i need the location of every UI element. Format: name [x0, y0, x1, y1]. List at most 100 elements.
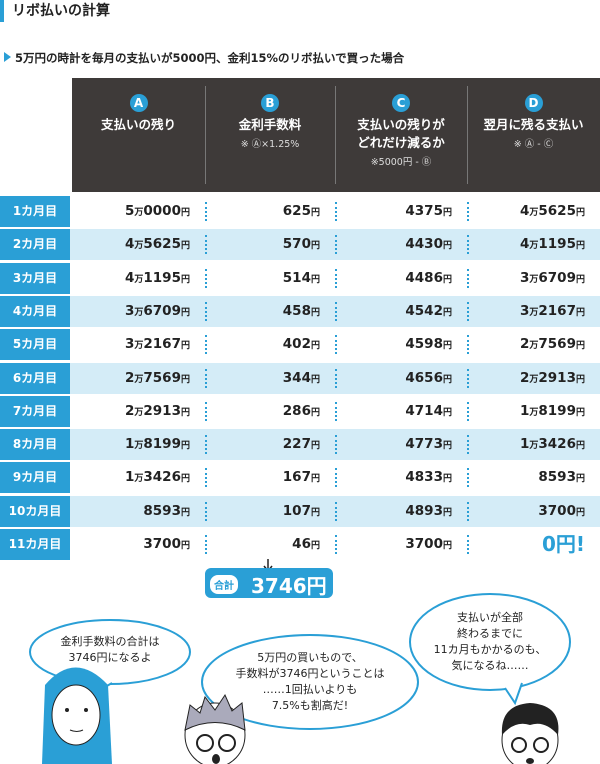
row-label: 8カ月目 — [0, 429, 70, 461]
cell-value: 4万1195円 — [519, 236, 585, 253]
table-row: 10カ月目 8593円 107円 4893円 3700円 — [0, 495, 600, 527]
divider — [467, 335, 469, 355]
cell-value: 227円 — [282, 436, 320, 453]
total-label: 合計 — [210, 575, 238, 594]
divider — [335, 368, 337, 388]
divider — [467, 368, 469, 388]
cell-value: 570円 — [282, 236, 320, 253]
table-row: 6カ月目 2万7569円 344円 4656円 2万2913円 — [0, 362, 600, 394]
divider — [467, 235, 469, 255]
cell-value: 8593円 — [538, 469, 585, 486]
cell-value: 1万8199円 — [124, 436, 190, 453]
total-box: 合計 3746円 — [205, 568, 333, 598]
column-letter: C — [392, 94, 410, 112]
row-label: 2カ月目 — [0, 229, 70, 261]
table-row: 8カ月目 1万8199円 227円 4773円 1万3426円 — [0, 429, 600, 461]
cell-value: 4486円 — [405, 269, 452, 286]
cell-value: 4833円 — [405, 469, 452, 486]
cell-value: 46円 — [292, 536, 320, 552]
divider — [205, 501, 207, 521]
row-label: 9カ月目 — [0, 462, 70, 494]
cell-value: 3700円 — [143, 536, 190, 552]
cell-value: 3万6709円 — [124, 302, 190, 319]
row-label: 1カ月目 — [0, 196, 70, 227]
cell-value: 1万8199円 — [519, 402, 585, 419]
title: リボ払いの計算 — [0, 0, 110, 22]
divider — [335, 301, 337, 321]
cell-value: 2万2913円 — [124, 402, 190, 419]
cell-value: 4714円 — [405, 402, 452, 419]
row-label: 6カ月目 — [0, 362, 70, 394]
table-header: A 支払いの残り B 金利手数料 ※ Ⓐ×1.25% C 支払いの残りが どれだけ減るか ※5… — [72, 78, 600, 192]
row-label: 4カ月目 — [0, 295, 70, 327]
row-label: 11カ月目 — [0, 529, 70, 560]
cell-value: 4893円 — [405, 502, 452, 519]
speech-bubble: 支払いが全部 終わるまでに 11カ月もかかるのも、 気になるね…… — [433, 611, 547, 672]
cell-value: 0円! — [541, 532, 585, 556]
column-letter: A — [129, 94, 148, 112]
divider — [205, 235, 207, 255]
divider — [205, 335, 207, 355]
divider — [335, 268, 337, 288]
table-row: 7カ月目 2万2913円 286円 4714円 1万8199円 — [0, 395, 600, 427]
row-label: 10カ月目 — [0, 495, 70, 527]
divider — [205, 535, 207, 554]
divider — [467, 501, 469, 521]
table-row: 11カ月目 3700円 46円 3700円 0円! — [0, 529, 600, 560]
cell-value: 167円 — [282, 469, 320, 486]
cell-value: 4375円 — [405, 203, 452, 219]
table-row: 2カ月目 4万5625円 570円 4430円 4万1195円 — [0, 229, 600, 261]
cell-value: 402円 — [282, 336, 320, 353]
cell-value: 8593円 — [143, 502, 190, 519]
speech-bubble: 5万円の買いもので、 手数料が3746円ということは ……1回払いよりも 7.5… — [235, 651, 385, 712]
cell-value: 5万0000円 — [124, 203, 190, 219]
cell-value: 458円 — [282, 302, 320, 319]
cell-value: 3700円 — [405, 536, 452, 552]
total-value: 3746円 — [251, 574, 327, 598]
divider — [467, 468, 469, 488]
divider — [205, 368, 207, 388]
divider — [335, 401, 337, 421]
cell-value: 107円 — [282, 502, 320, 519]
cell-value: 4万1195円 — [124, 269, 190, 286]
table-row: 1カ月目 5万0000円 625円 4375円 4万5625円 — [0, 196, 600, 227]
column-header: D 翌月に残る支払い ※ Ⓐ - Ⓒ — [467, 78, 600, 192]
column-title: 支払いの残りが どれだけ減るか — [357, 117, 445, 150]
row-label: 3カ月目 — [0, 262, 70, 294]
column-header: C 支払いの残りが どれだけ減るか ※5000円 - Ⓑ — [335, 78, 467, 192]
cell-value: 1万3426円 — [124, 469, 190, 486]
cell-value: 2万7569円 — [124, 369, 190, 386]
divider — [467, 301, 469, 321]
cell-value: 2万7569円 — [519, 336, 585, 353]
cell-value: 344円 — [282, 369, 320, 386]
cell-value: 514円 — [282, 269, 320, 286]
table-row: 4カ月目 3万6709円 458円 4542円 3万2167円 — [0, 295, 600, 327]
divider — [335, 86, 336, 184]
table-row: 9カ月目 1万3426円 167円 4833円 8593円 — [0, 462, 600, 494]
divider — [335, 468, 337, 488]
divider — [467, 435, 469, 455]
table-row: 5カ月目 3万2167円 402円 4598円 2万7569円 — [0, 329, 600, 361]
divider — [335, 535, 337, 554]
divider — [467, 268, 469, 288]
divider — [335, 501, 337, 521]
cell-value: 3万2167円 — [124, 336, 190, 353]
divider — [467, 202, 469, 221]
cell-value: 1万3426円 — [519, 436, 585, 453]
cell-value: 3万2167円 — [519, 302, 585, 319]
column-note: ※ Ⓐ×1.25% — [240, 139, 300, 150]
illustration — [29, 559, 571, 764]
cell-value: 4656円 — [405, 369, 452, 386]
speech-bubble: 金利手数料の合計は 3746円になるよ — [60, 635, 160, 664]
divider — [205, 401, 207, 421]
divider — [335, 435, 337, 455]
row-label: 7カ月目 — [0, 395, 70, 427]
cell-value: 4542円 — [405, 302, 452, 319]
column-header: B 金利手数料 ※ Ⓐ×1.25% — [205, 78, 335, 192]
divider — [335, 235, 337, 255]
column-letter: B — [261, 94, 279, 112]
column-note: ※5000円 - Ⓑ — [370, 157, 432, 168]
cell-value: 2万2913円 — [519, 369, 585, 386]
column-header: A 支払いの残り — [72, 78, 205, 192]
